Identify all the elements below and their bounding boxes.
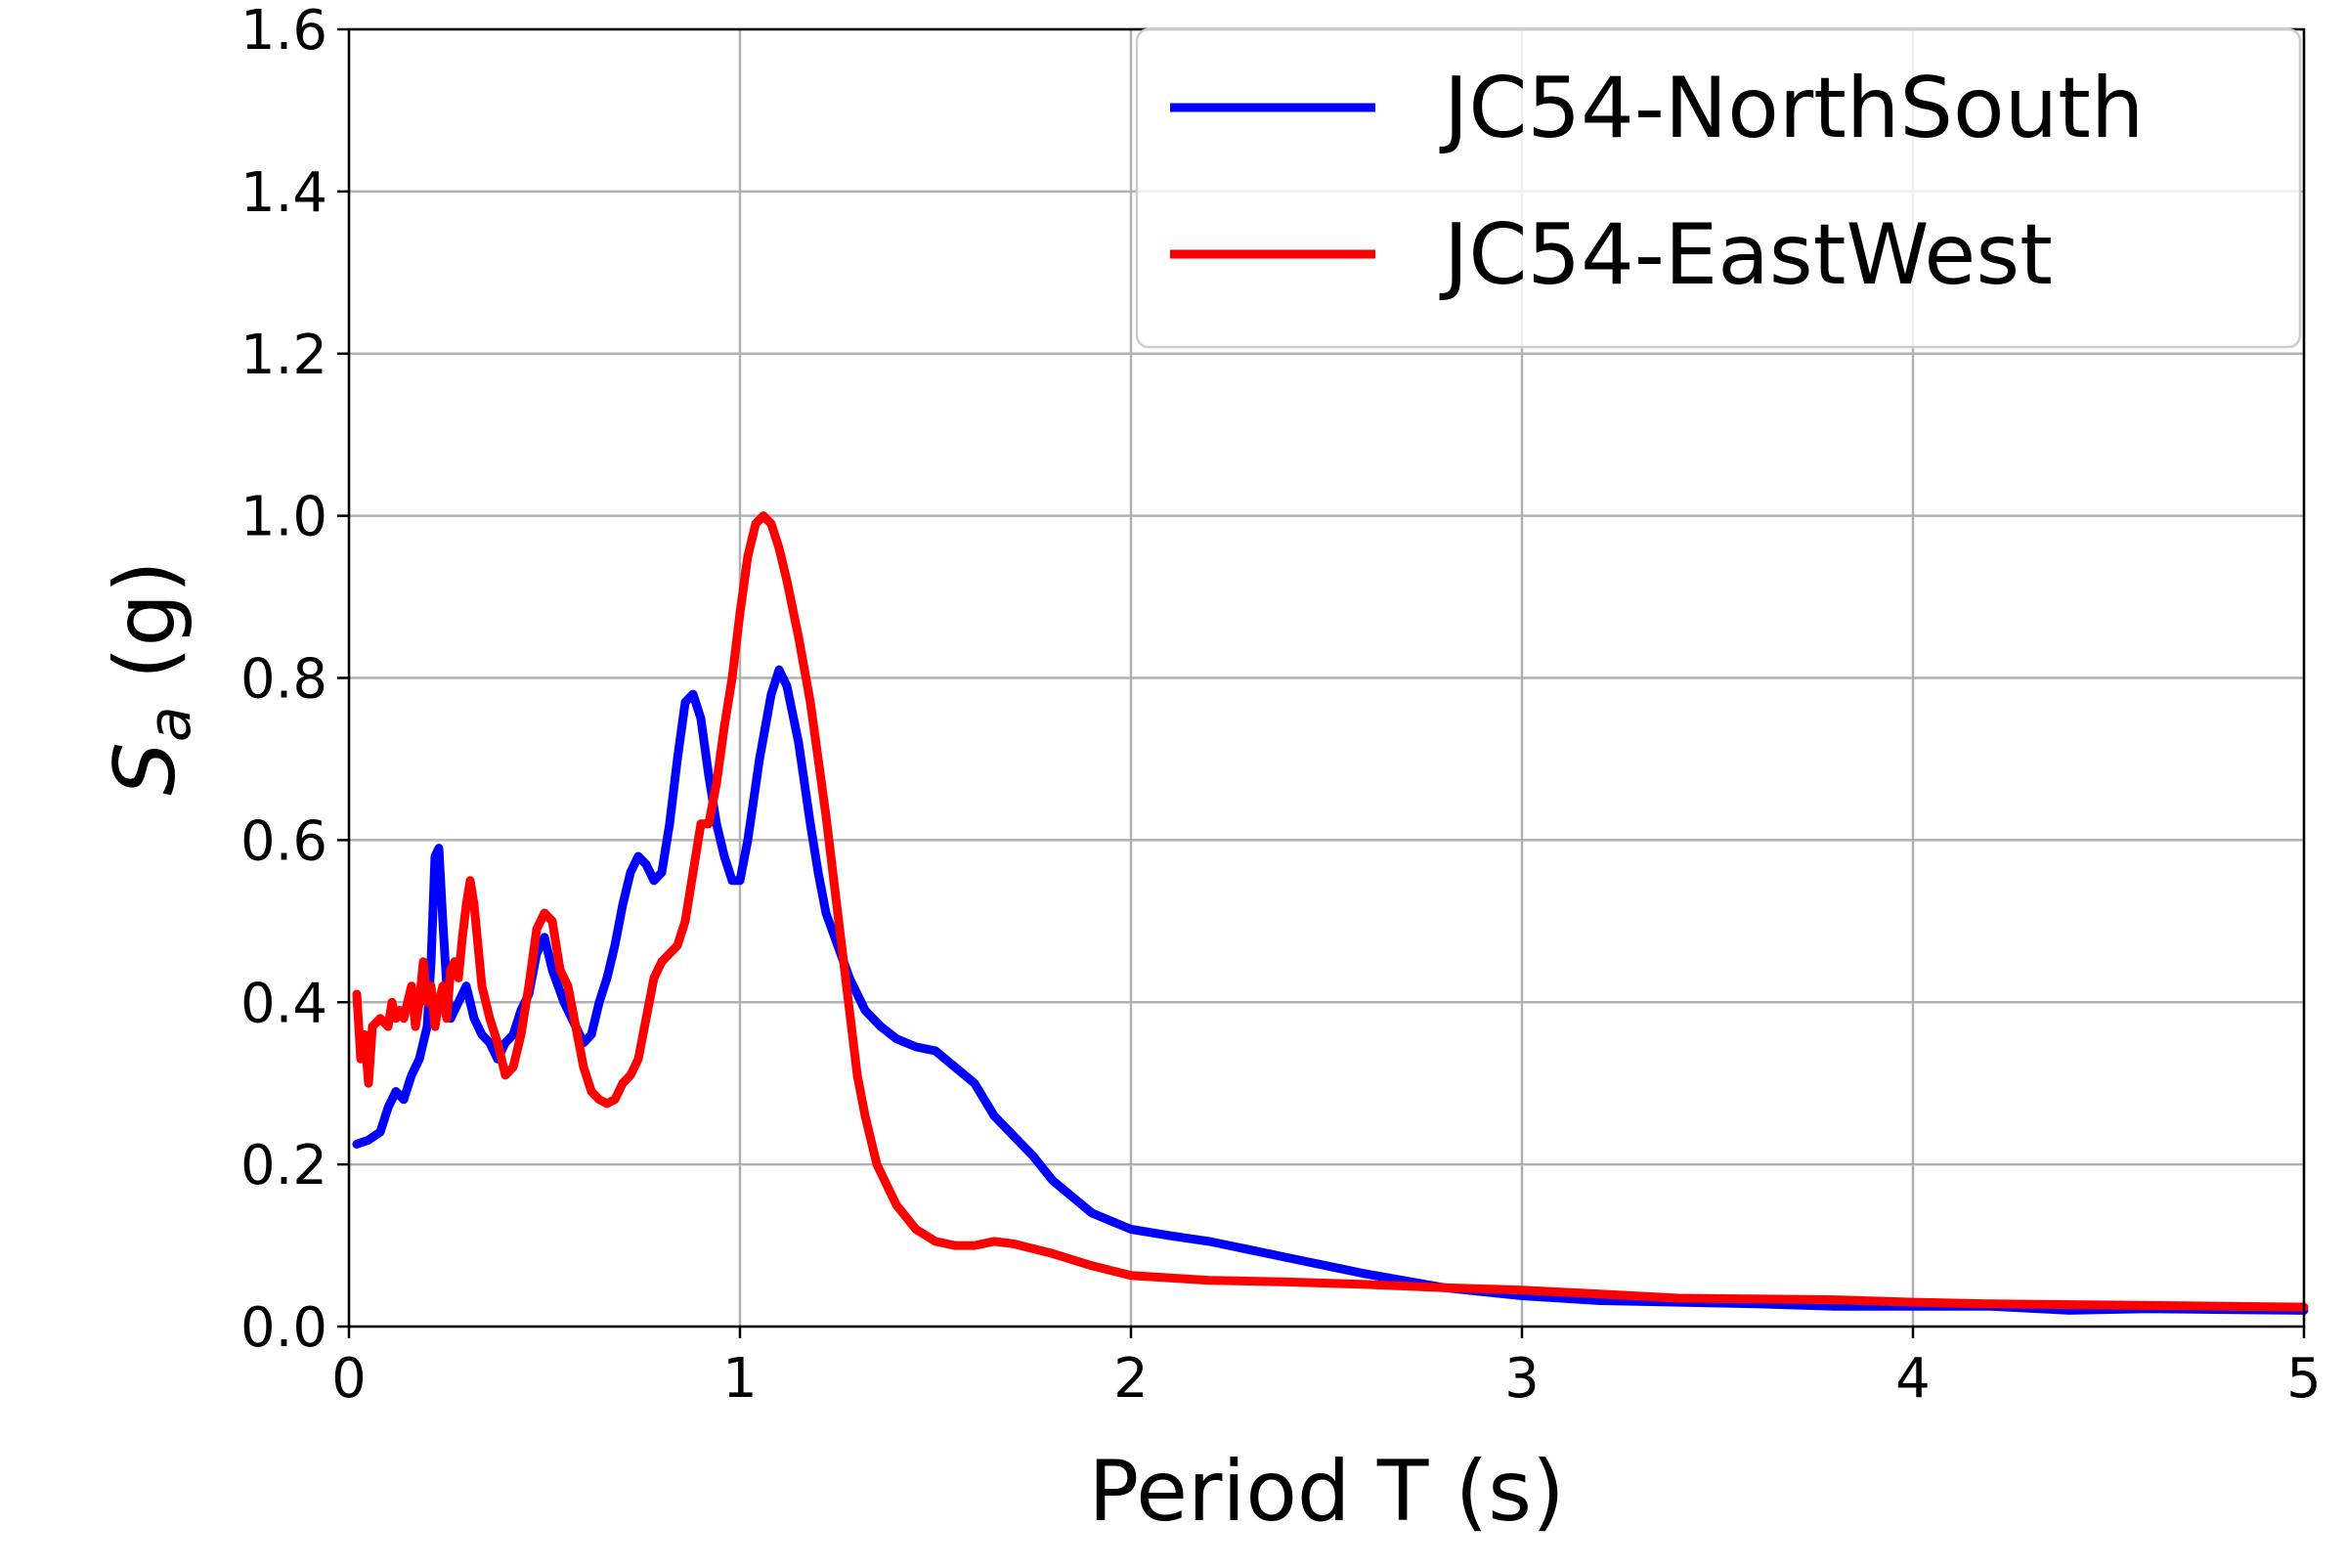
- y-tick-label: 1.6: [240, 0, 327, 63]
- series-layer: [352, 511, 2309, 1315]
- x-tick-label: 4: [1895, 1347, 1931, 1411]
- y-tick-label: 0.8: [240, 648, 327, 712]
- series-line-jc54-eastwest: [352, 511, 2309, 1312]
- x-tick-label: 1: [722, 1347, 758, 1411]
- y-tick-label: 1.0: [240, 486, 327, 549]
- legend: JC54-NorthSouth JC54-EastWest: [1135, 27, 2302, 349]
- y-tick-label: 1.4: [240, 161, 327, 225]
- y-tick-label: 0.6: [240, 809, 327, 873]
- legend-box: [1135, 27, 2302, 349]
- legend-label-northsouth: JC54-NorthSouth: [1439, 60, 2144, 157]
- y-tick-label: 0.4: [240, 972, 327, 1035]
- y-tick-label: 1.2: [240, 324, 327, 387]
- x-tick-label: 2: [1113, 1347, 1149, 1411]
- y-axis-title-subscript: a: [136, 706, 204, 742]
- y-axis-title-unit: (g): [97, 560, 195, 706]
- x-tick-label: 3: [1504, 1347, 1540, 1411]
- x-axis-title: Period T (s): [1088, 1443, 1564, 1541]
- series-line-jc54-northsouth: [352, 665, 2309, 1315]
- tick-layer: 0 1 2 3 4 5 0.0 0.2 0.4 0.6 0.8 1.0 1.2 1.4 1.6: [240, 0, 2322, 1411]
- x-tick-label: 0: [331, 1347, 367, 1411]
- y-tick-label: 0.0: [240, 1296, 327, 1360]
- x-tick-label: 5: [2286, 1347, 2322, 1411]
- legend-label-eastwest: JC54-EastWest: [1439, 206, 2053, 304]
- y-axis-title-main: S: [97, 742, 195, 796]
- y-axis-title: Sa (g): [97, 560, 204, 795]
- y-tick-label: 0.2: [240, 1134, 327, 1198]
